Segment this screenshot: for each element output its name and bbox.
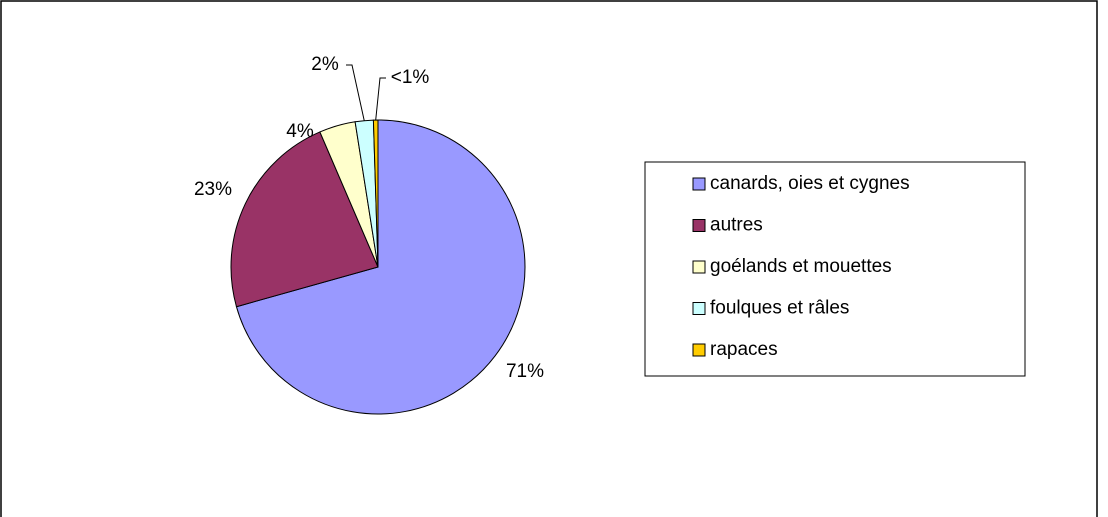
pie-slice xyxy=(235,119,526,415)
legend-swatch xyxy=(692,260,706,274)
leader-line xyxy=(346,64,365,121)
legend-swatch xyxy=(692,343,706,357)
data-label: 71% xyxy=(506,361,544,382)
leader-line xyxy=(375,77,386,121)
pie-slice xyxy=(230,131,379,308)
legend-swatch xyxy=(692,219,706,232)
legend-label: autres xyxy=(710,215,763,236)
data-label: 4% xyxy=(286,121,314,142)
legend-swatch xyxy=(692,302,706,315)
legend-label: rapaces xyxy=(710,339,778,360)
legend-label: goélands et mouettes xyxy=(710,256,892,277)
pie-slice xyxy=(372,119,379,268)
legend-label: canards, oies et cygnes xyxy=(710,173,910,194)
legend-swatch xyxy=(692,177,706,191)
data-label: 23% xyxy=(194,179,232,200)
data-label: 2% xyxy=(311,54,339,75)
legend-label: foulques et râles xyxy=(710,298,849,319)
data-label: <1% xyxy=(391,67,430,88)
legend-box xyxy=(644,161,1026,377)
